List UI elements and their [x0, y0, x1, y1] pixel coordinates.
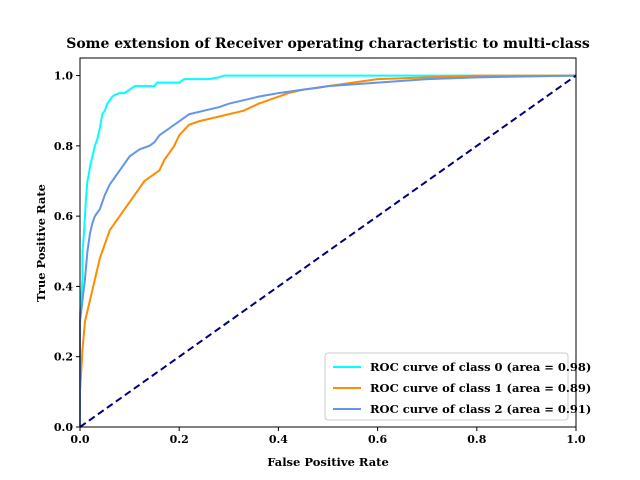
y-axis-ticks: 0.0 0.2 0.4 0.6 0.8 1.0	[54, 70, 80, 434]
series-layer	[79, 74, 577, 428]
y-axis-label: True Positive Rate	[34, 184, 48, 302]
legend-items: ROC curve of class 0 (area = 0.98) ROC cu…	[333, 360, 591, 416]
legend-label: ROC curve of class 0 (area = 0.98)	[370, 360, 591, 374]
x-tick-label: 0.8	[467, 433, 486, 446]
plot-frame	[79, 57, 577, 428]
chart-title: Some extension of Receiver operating cha…	[66, 36, 590, 52]
y-tick-label: 1.0	[54, 70, 73, 83]
y-tick-label: 0.2	[54, 351, 73, 364]
x-tick-label: 0.0	[70, 433, 89, 446]
chance-line	[79, 74, 577, 428]
y-tick-label: 0.8	[54, 140, 73, 153]
legend: ROC curve of class 0 (area = 0.98) ROC cu…	[324, 352, 591, 421]
x-tick-label: 0.4	[269, 433, 288, 446]
y-tick-label: 0.0	[54, 421, 73, 434]
roc-curve-class-2	[79, 74, 577, 427]
legend-box	[324, 352, 569, 421]
x-tick-label: 0.2	[170, 433, 189, 446]
y-tick-label: 0.6	[54, 210, 73, 223]
x-tick-label: 1.0	[566, 433, 585, 446]
legend-label: ROC curve of class 1 (area = 0.89)	[370, 381, 591, 395]
x-axis-label: False Positive Rate	[267, 455, 389, 469]
y-tick-label: 0.4	[54, 280, 73, 293]
x-axis-ticks: 0.0 0.2 0.4 0.6 0.8 1.0	[70, 427, 586, 446]
legend-label: ROC curve of class 2 (area = 0.91)	[370, 402, 591, 416]
roc-curve-class-0	[79, 74, 576, 427]
x-tick-label: 0.6	[368, 433, 387, 446]
